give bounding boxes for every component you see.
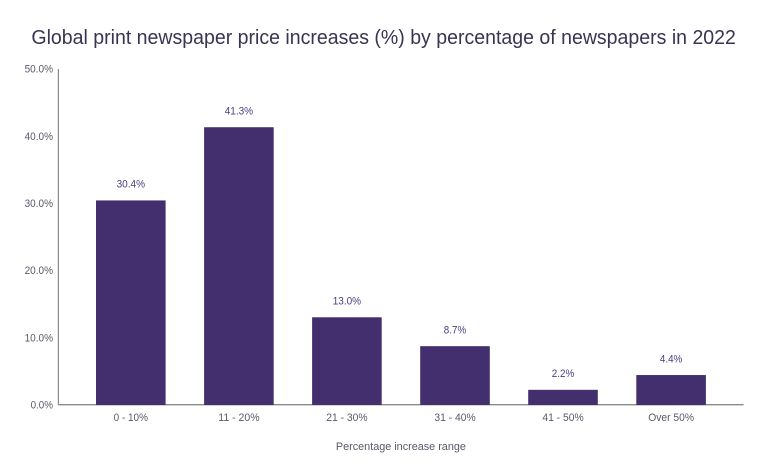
svg-text:4.4%: 4.4% [660, 353, 683, 365]
svg-text:0 - 10%: 0 - 10% [114, 412, 148, 424]
svg-text:11 - 20%: 11 - 20% [218, 412, 260, 424]
svg-text:30.4%: 30.4% [117, 179, 146, 191]
svg-text:Over 50%: Over 50% [648, 412, 694, 424]
svg-text:Global print newspaper price i: Global print newspaper price increases (… [31, 27, 736, 49]
svg-text:Percentage increase range: Percentage increase range [336, 441, 466, 453]
svg-text:41.3%: 41.3% [225, 105, 254, 117]
svg-text:31 - 40%: 31 - 40% [434, 412, 476, 424]
svg-text:21 - 30%: 21 - 30% [326, 412, 368, 424]
svg-text:13.0%: 13.0% [333, 296, 362, 308]
svg-text:10.0%: 10.0% [25, 332, 54, 344]
svg-text:8.7%: 8.7% [444, 324, 467, 336]
svg-text:20.0%: 20.0% [25, 265, 54, 277]
svg-text:40.0%: 40.0% [25, 131, 54, 143]
svg-text:0.0%: 0.0% [31, 400, 54, 412]
svg-text:41 - 50%: 41 - 50% [542, 412, 584, 424]
svg-text:50.0%: 50.0% [25, 64, 54, 76]
svg-text:30.0%: 30.0% [25, 198, 54, 210]
svg-text:2.2%: 2.2% [552, 368, 575, 380]
